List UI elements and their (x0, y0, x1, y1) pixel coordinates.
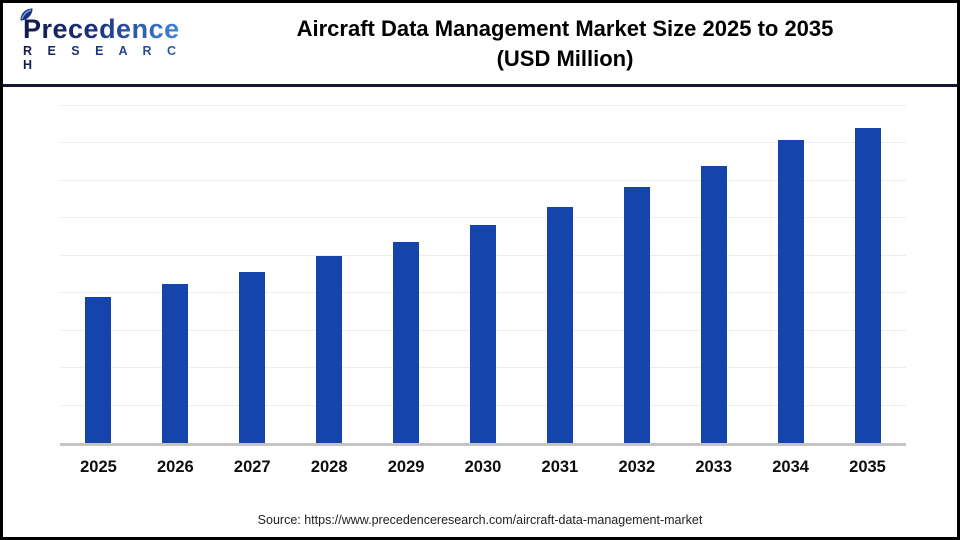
bar-2027 (239, 271, 266, 443)
bar-2034 (777, 139, 804, 443)
bar-2030 (469, 224, 496, 443)
bar-2025 (85, 297, 112, 443)
bar-slot-2028 (291, 109, 368, 443)
chart-title-line2: (USD Million) (496, 45, 634, 71)
bar-2035 (854, 127, 881, 443)
bar-slot-2026 (137, 109, 214, 443)
bar-slot-2035 (829, 109, 906, 443)
x-tick-2032: 2032 (618, 458, 656, 476)
bar-slot-2030 (445, 109, 522, 443)
x-tick-2026: 2026 (157, 458, 194, 476)
x-tick-2030: 2030 (464, 458, 502, 476)
bar-2033 (700, 166, 727, 443)
x-tick-2033: 2033 (695, 458, 733, 476)
source-attribution: Source: https://www.precedenceresearch.c… (257, 513, 703, 527)
x-axis-labels: 2025 2026 2027 2028 2029 2030 2031 2032 2033 2034… (60, 458, 906, 477)
x-tick-2035: 2035 (849, 458, 886, 476)
bar-slot-2027 (214, 109, 291, 443)
bar-2029 (393, 241, 420, 443)
bar-2026 (162, 284, 189, 443)
x-tick-2025: 2025 (80, 458, 117, 476)
bars-container (60, 109, 906, 443)
x-tick-2027: 2027 (233, 458, 271, 476)
header-divider (3, 84, 957, 87)
chart-title: Aircraft Data Management Market Size 202… (183, 14, 957, 74)
x-tick-2028: 2028 (310, 458, 348, 476)
bar-slot-2029 (368, 109, 445, 443)
bar-slot-2031 (521, 109, 598, 443)
plot-area (60, 105, 906, 446)
leaf-icon (20, 8, 33, 21)
bar-2032 (623, 187, 650, 443)
x-tick-2029: 2029 (387, 458, 425, 476)
logo-subtext: R E S E A R C H (23, 44, 183, 73)
bar-slot-2025 (60, 109, 137, 443)
chart-title-line1: Aircraft Data Management Market Size 202… (296, 15, 834, 41)
gridline (60, 217, 906, 219)
header: Precedence R E S E A R C H Aircraft Data… (3, 3, 957, 84)
gridline (60, 179, 906, 181)
precedence-research-logo: Precedence R E S E A R C H (3, 8, 183, 73)
bar-2031 (546, 207, 573, 443)
chart-section: 2025 2026 2027 2028 2029 2030 2031 2032 2033 2034… (3, 87, 957, 537)
x-tick-2031: 2031 (541, 458, 579, 476)
bar-2028 (316, 255, 343, 443)
bar-slot-2034 (752, 109, 829, 443)
logo-wordmark: Precedence (23, 13, 180, 44)
bar-slot-2033 (675, 109, 752, 443)
gridline (60, 105, 906, 106)
bar-slot-2032 (598, 109, 675, 443)
x-tick-2034: 2034 (772, 458, 809, 476)
gridline (60, 142, 906, 144)
